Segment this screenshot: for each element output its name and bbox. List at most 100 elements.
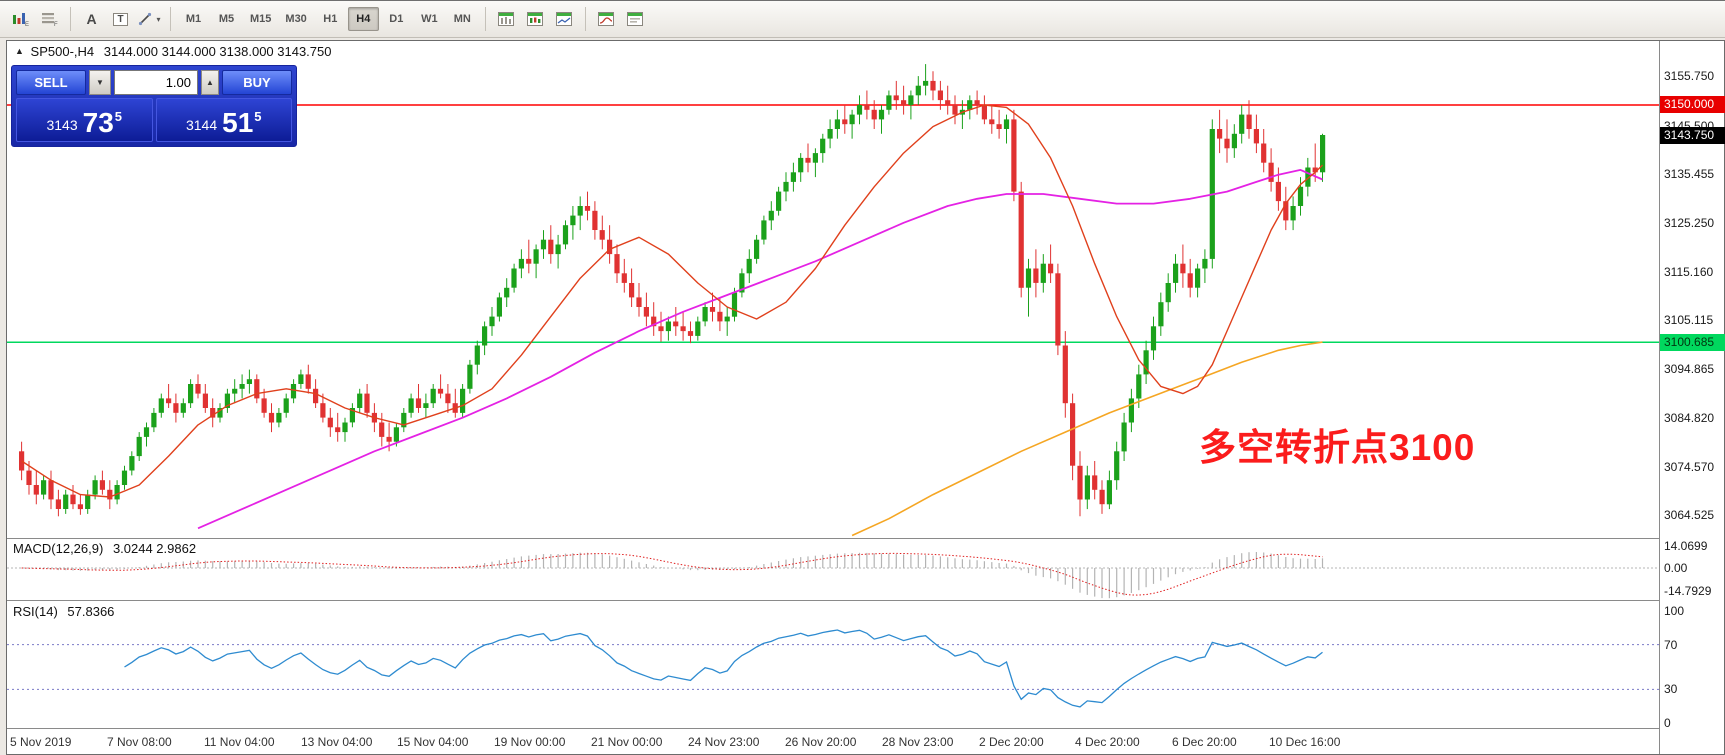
symbol-title: SP500-,H4: [30, 44, 95, 59]
text-label-icon: A: [86, 11, 97, 27]
time-axis-label: 7 Nov 08:00: [107, 735, 172, 749]
toolbar-separator: [484, 7, 486, 31]
rsi-label: RSI(14): [13, 604, 58, 619]
volume-input[interactable]: 1.00: [114, 70, 198, 95]
timeframe-m5[interactable]: M5: [218, 13, 235, 25]
timeframe-m1[interactable]: M1: [185, 13, 202, 25]
macd-tick-label: 14.0699: [1664, 539, 1708, 553]
price-tick-label: 3115.160: [1664, 265, 1714, 279]
ohlc-values: 3144.000 3144.000 3138.000 3143.750: [103, 44, 332, 59]
price-tick-label: 3074.570: [1664, 460, 1715, 474]
chart-profiles-button[interactable]: F: [36, 6, 63, 32]
caret-down-icon: ▼: [96, 78, 104, 87]
time-axis-label: 13 Nov 04:00: [301, 735, 373, 749]
candlestick-chart-icon: [527, 12, 544, 26]
line-chart-button[interactable]: [551, 6, 578, 32]
drawing-tools-icon: [139, 12, 152, 26]
support-price-badge: 3100.685: [1660, 334, 1725, 351]
price-tick-label: 3084.820: [1664, 411, 1715, 425]
bid-price-big: 73: [82, 107, 114, 138]
time-axis-label: 4 Dec 20:00: [1075, 735, 1140, 749]
templates-button[interactable]: [622, 6, 649, 32]
timeframe-d1[interactable]: D1: [389, 13, 404, 25]
collapse-panel-icon[interactable]: ▲: [15, 46, 24, 56]
indicators-button[interactable]: [593, 6, 620, 32]
toolbar: E F A T ▾ M1 M5 M15 M30 H1 H4 D1 W1 MN: [0, 0, 1725, 38]
macd-values: 3.0244 2.9862: [112, 541, 197, 556]
buy-button[interactable]: BUY: [222, 70, 292, 95]
rsi-tick-label: 30: [1664, 682, 1678, 696]
volume-decrease-button[interactable]: ▼: [89, 70, 111, 95]
time-axis-label: 6 Dec 20:00: [1172, 735, 1237, 749]
rsi-tick-label: 0: [1664, 716, 1671, 730]
timeframe-m30[interactable]: M30: [285, 13, 307, 25]
timeframe-h1[interactable]: H1: [323, 13, 338, 25]
toolbar-separator: [70, 7, 71, 31]
chart-region: ▲ SP500-,H4 3144.000 3144.000 3138.000 3…: [6, 40, 1725, 755]
ask-price-sup: 5: [254, 109, 262, 124]
price-tick-label: 3064.525: [1664, 508, 1715, 522]
time-axis-label: 2 Dec 20:00: [979, 735, 1044, 749]
current-price-badge: 3143.750: [1660, 127, 1725, 144]
rsi-tick-label: 100: [1664, 604, 1685, 618]
bar-chart-icon: [498, 12, 515, 26]
toolbar-separator: [584, 7, 586, 31]
time-axis[interactable]: 5 Nov 2019 7 Nov 08:00 11 Nov 04:00 13 Nov …: [7, 728, 1659, 754]
new-chart-button[interactable]: E: [7, 6, 34, 32]
time-axis-label: 21 Nov 00:00: [591, 735, 663, 749]
text-box-icon: T: [113, 12, 128, 26]
text-label-button[interactable]: A: [78, 6, 105, 32]
candlestick-chart-button[interactable]: [522, 6, 549, 32]
one-click-trading-panel: SELL ▼ 1.00 ▲ BUY 3143 73 5 3144 51 5: [11, 65, 297, 147]
chart-annotation-text: 多空转折点3100: [1199, 427, 1476, 468]
time-axis-label: 24 Nov 23:00: [688, 735, 760, 749]
time-axis-label: 15 Nov 04:00: [397, 735, 469, 749]
price-tick-label: 3135.455: [1664, 167, 1715, 181]
price-tick-label: 3125.250: [1664, 216, 1715, 230]
price-axis[interactable]: 3155.750 3145.500 3135.455 3125.250 3115.160…: [1659, 41, 1725, 754]
rsi-value: 57.8366: [67, 604, 115, 619]
rsi-header: RSI(14) 57.8366: [13, 604, 114, 619]
text-box-button[interactable]: T: [107, 6, 134, 32]
ask-price-box[interactable]: 3144 51 5: [155, 98, 292, 142]
time-axis-label: 26 Nov 20:00: [785, 735, 857, 749]
macd-label: MACD(12,26,9): [13, 541, 104, 556]
macd-tick-label: -14.7929: [1664, 584, 1712, 598]
resistance-price-badge: 3150.000: [1660, 96, 1725, 113]
price-tick-label: 3105.115: [1664, 313, 1714, 327]
bar-chart-button[interactable]: [493, 6, 520, 32]
macd-header: MACD(12,26,9) 3.0244 2.9862: [13, 541, 196, 556]
svg-text:F: F: [54, 22, 58, 27]
macd-tick-label: 0.00: [1664, 561, 1688, 575]
ask-price-prefix: 3144: [185, 117, 218, 133]
line-chart-icon: [556, 12, 573, 26]
chart-profiles-icon: F: [41, 13, 58, 27]
time-axis-label: 5 Nov 2019: [10, 735, 72, 749]
indicators-icon: [598, 12, 615, 26]
timeframe-mn[interactable]: MN: [453, 13, 471, 25]
drawing-tools-button[interactable]: ▾: [136, 6, 163, 32]
chart-header: ▲ SP500-,H4 3144.000 3144.000 3138.000 3…: [15, 44, 332, 59]
toolbar-separator: [170, 7, 171, 31]
templates-icon: [627, 12, 644, 26]
timeframe-m15[interactable]: M15: [250, 13, 272, 25]
sell-button[interactable]: SELL: [16, 70, 86, 95]
time-axis-label: 28 Nov 23:00: [882, 735, 954, 749]
price-chart-canvas[interactable]: [7, 41, 1659, 754]
bid-price-box[interactable]: 3143 73 5: [16, 98, 153, 142]
caret-up-icon: ▲: [206, 78, 214, 87]
time-axis-label: 10 Dec 16:00: [1269, 735, 1341, 749]
price-tick-label: 3094.865: [1664, 362, 1715, 376]
time-axis-label: 19 Nov 00:00: [494, 735, 566, 749]
svg-text:E: E: [25, 22, 29, 27]
chevron-down-icon: ▾: [156, 14, 161, 24]
timeframe-h4[interactable]: H4: [347, 7, 379, 31]
timeframe-group: M1 M5 M15 M30 H1 H4 D1 W1 MN: [177, 7, 479, 31]
ask-price-big: 51: [222, 107, 254, 138]
rsi-tick-label: 70: [1664, 638, 1678, 652]
new-chart-icon: E: [12, 13, 29, 27]
time-axis-label: 11 Nov 04:00: [204, 735, 275, 749]
price-tick-label: 3155.750: [1664, 69, 1715, 83]
volume-increase-button[interactable]: ▲: [201, 70, 219, 95]
timeframe-w1[interactable]: W1: [421, 13, 438, 25]
